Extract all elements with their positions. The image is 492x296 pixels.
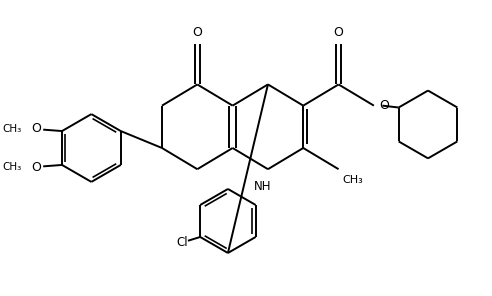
Text: CH₃: CH₃ [342, 175, 363, 185]
Text: O: O [192, 26, 202, 39]
Text: O: O [379, 99, 389, 112]
Text: CH₃: CH₃ [3, 162, 22, 172]
Text: CH₃: CH₃ [3, 124, 22, 134]
Text: Cl: Cl [177, 236, 188, 249]
Text: O: O [334, 26, 343, 39]
Text: NH: NH [253, 180, 271, 192]
Text: O: O [31, 161, 41, 174]
Text: O: O [31, 122, 41, 135]
